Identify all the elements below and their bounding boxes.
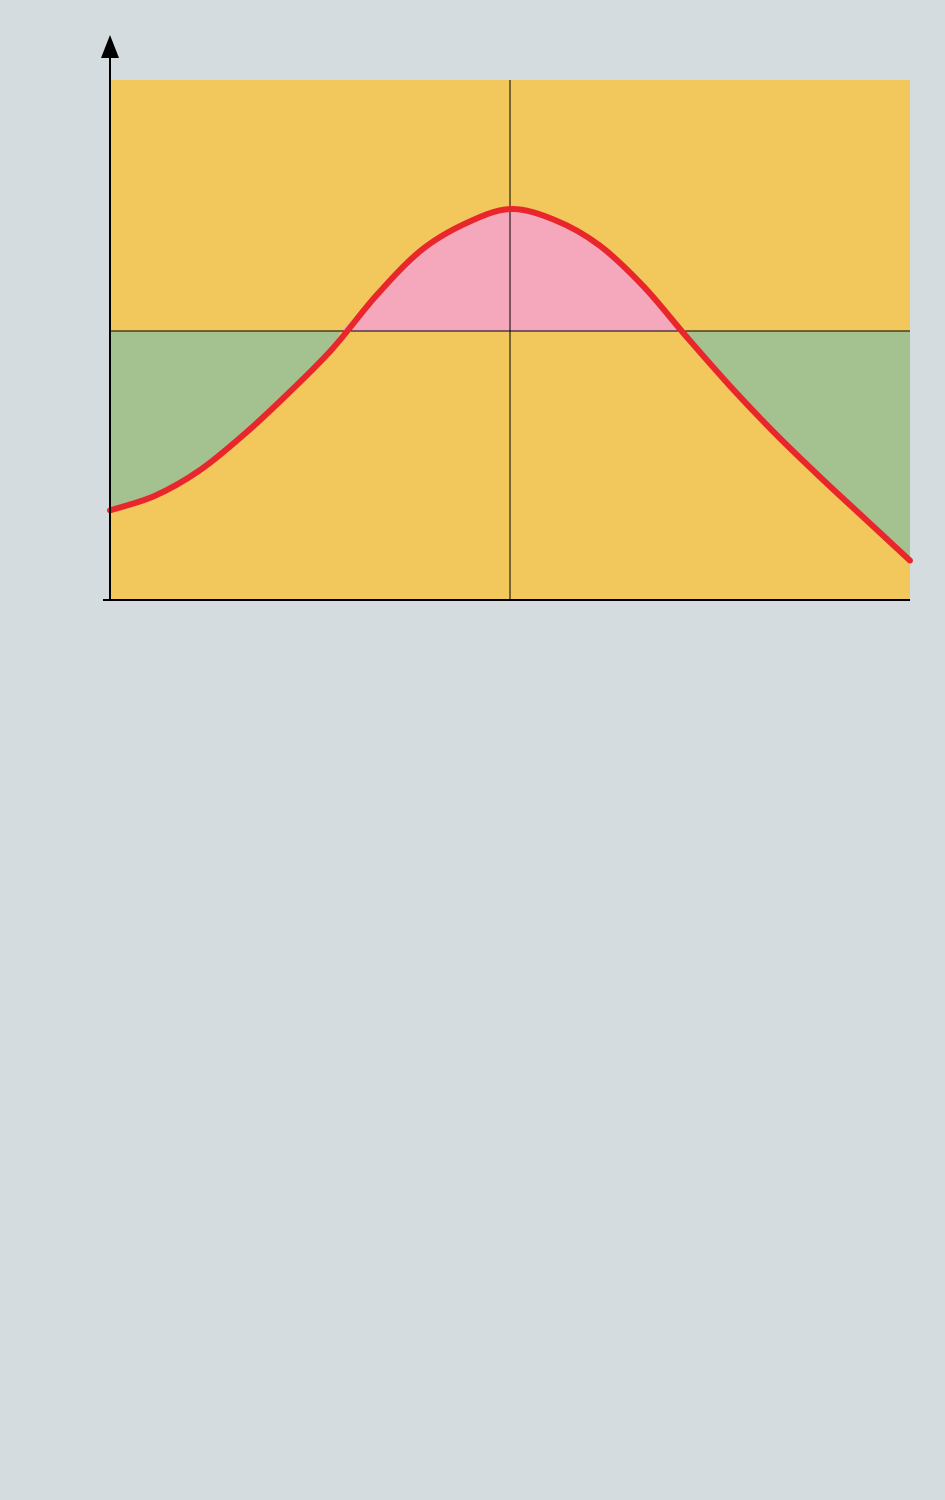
chart-a-yaxis-arrow (101, 35, 119, 58)
page (0, 0, 945, 1500)
figure-svg (0, 0, 945, 1500)
